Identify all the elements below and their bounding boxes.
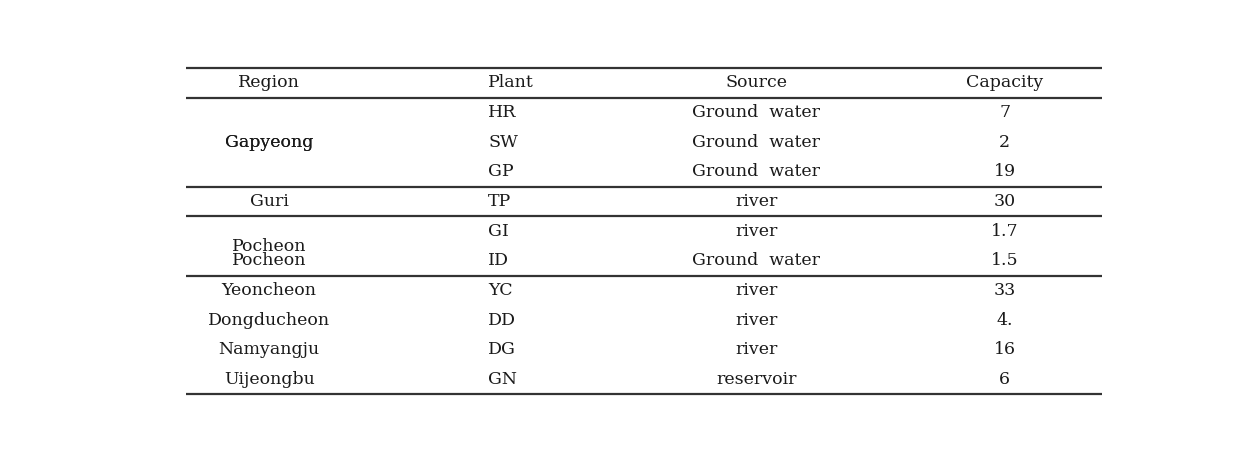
Text: 4.: 4. bbox=[997, 312, 1013, 329]
Text: TP: TP bbox=[488, 193, 512, 210]
Text: SW: SW bbox=[488, 133, 518, 151]
Text: 1.5: 1.5 bbox=[991, 253, 1018, 269]
Text: Namyangju: Namyangju bbox=[219, 341, 319, 359]
Text: Ground  water: Ground water bbox=[693, 104, 821, 121]
Text: Yeoncheon: Yeoncheon bbox=[221, 282, 317, 299]
Text: Plant: Plant bbox=[488, 74, 534, 92]
Text: Region: Region bbox=[239, 74, 300, 92]
Text: Pocheon: Pocheon bbox=[231, 253, 307, 269]
Text: GI: GI bbox=[488, 223, 509, 240]
Text: reservoir: reservoir bbox=[716, 371, 797, 388]
Text: river: river bbox=[735, 312, 777, 329]
Text: DD: DD bbox=[488, 312, 517, 329]
Text: Ground  water: Ground water bbox=[693, 253, 821, 269]
Text: 30: 30 bbox=[993, 193, 1016, 210]
Text: Ground  water: Ground water bbox=[693, 133, 821, 151]
Text: 6: 6 bbox=[999, 371, 1011, 388]
Text: 19: 19 bbox=[993, 163, 1016, 180]
Text: Source: Source bbox=[725, 74, 787, 92]
Text: Pocheon: Pocheon bbox=[231, 238, 307, 254]
Text: HR: HR bbox=[488, 104, 517, 121]
Text: 2: 2 bbox=[999, 133, 1011, 151]
Text: river: river bbox=[735, 282, 777, 299]
Text: GP: GP bbox=[488, 163, 514, 180]
Text: 1.7: 1.7 bbox=[991, 223, 1018, 240]
Text: Dongducheon: Dongducheon bbox=[209, 312, 331, 329]
Text: 7: 7 bbox=[999, 104, 1011, 121]
Text: GN: GN bbox=[488, 371, 518, 388]
Text: river: river bbox=[735, 223, 777, 240]
Text: Capacity: Capacity bbox=[967, 74, 1043, 92]
Text: DG: DG bbox=[488, 341, 517, 359]
Text: YC: YC bbox=[488, 282, 513, 299]
Text: Ground  water: Ground water bbox=[693, 163, 821, 180]
Text: 33: 33 bbox=[993, 282, 1016, 299]
Text: river: river bbox=[735, 193, 777, 210]
Text: Gapyeong: Gapyeong bbox=[225, 133, 313, 151]
Text: Guri: Guri bbox=[250, 193, 289, 210]
Text: ID: ID bbox=[488, 253, 509, 269]
Text: 16: 16 bbox=[993, 341, 1016, 359]
Text: river: river bbox=[735, 341, 777, 359]
Text: Uijeongbu: Uijeongbu bbox=[224, 371, 314, 388]
Text: Gapyeong: Gapyeong bbox=[225, 133, 313, 151]
